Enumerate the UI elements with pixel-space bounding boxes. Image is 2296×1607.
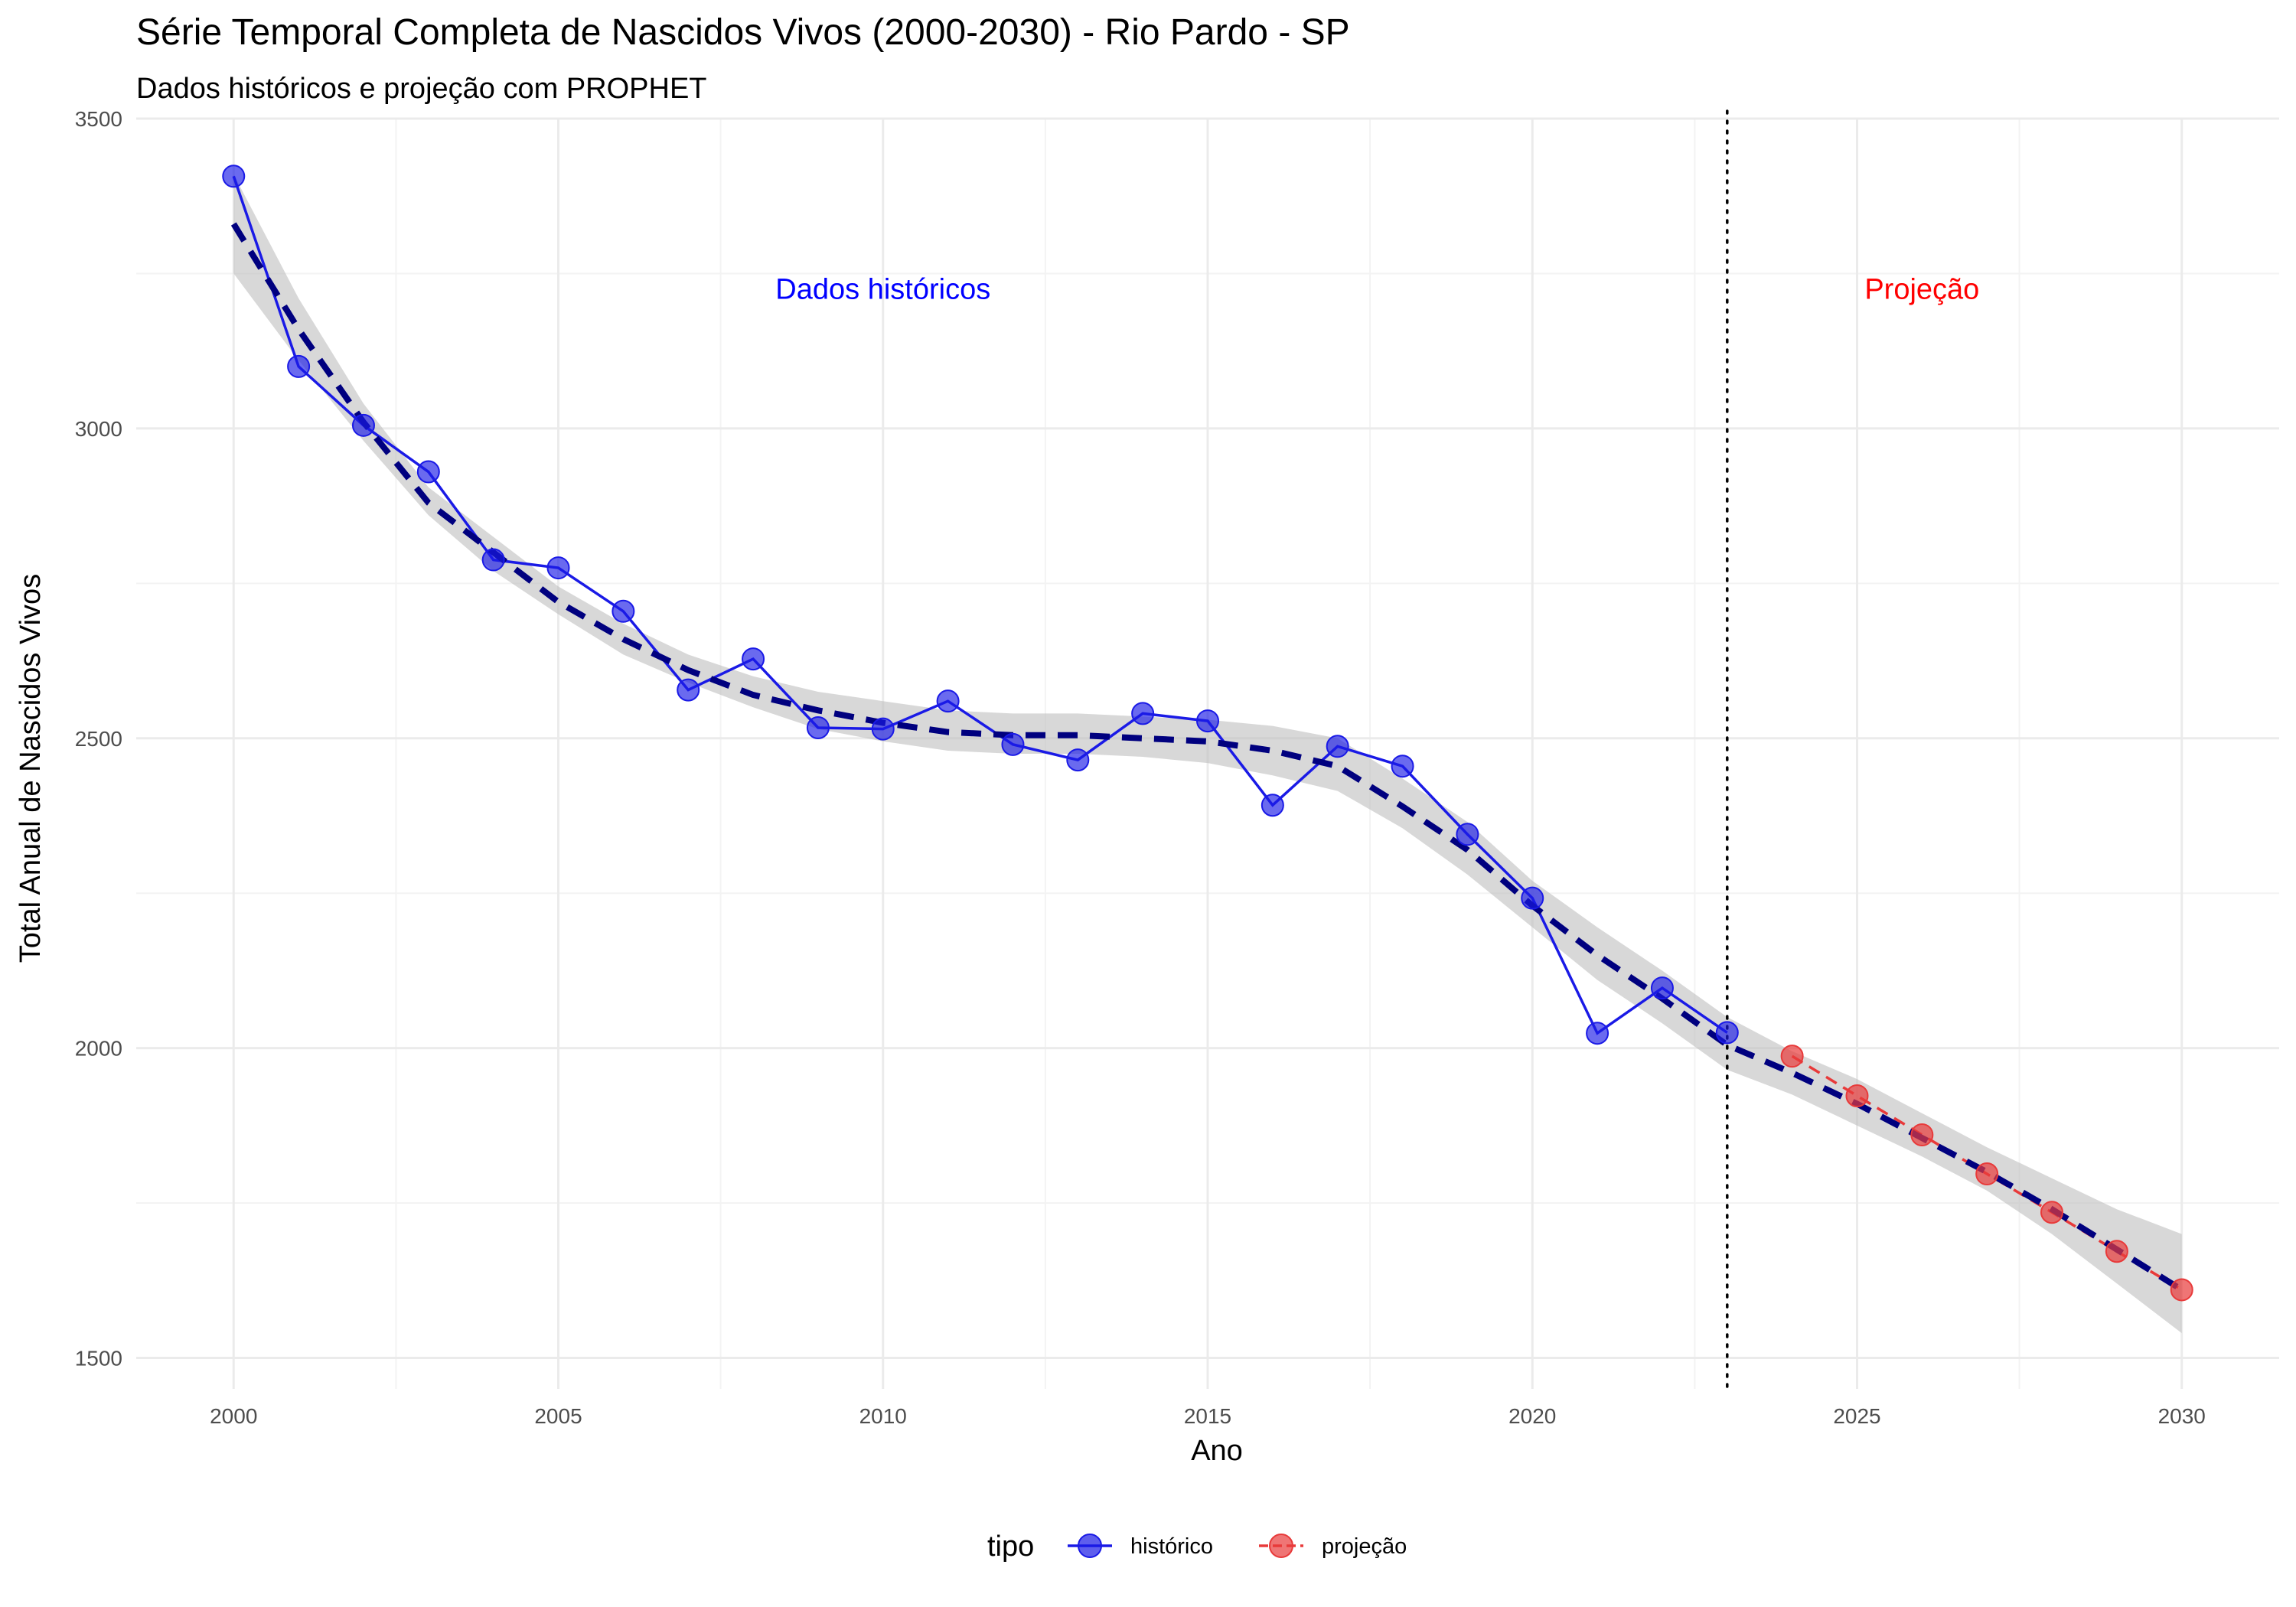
- chart-subtitle: Dados históricos e projeção com PROPHET: [136, 73, 707, 105]
- x-tick-label: 2020: [1508, 1404, 1556, 1428]
- y-tick-label: 3000: [75, 417, 122, 441]
- data-point-historico: [546, 556, 570, 580]
- y-axis-title: Total Anual de Nascidos Vivos: [15, 574, 47, 963]
- data-point-historico: [1391, 755, 1414, 778]
- data-point-historico: [1521, 886, 1544, 910]
- legend-label: histórico: [1130, 1534, 1213, 1559]
- data-point-projecao: [2040, 1201, 2064, 1224]
- legend-label: projeção: [1322, 1534, 1407, 1559]
- annotation-label: Dados históricos: [775, 274, 990, 306]
- data-point-historico: [936, 689, 960, 713]
- data-point-historico: [1456, 823, 1479, 846]
- y-tick-label: 1500: [75, 1347, 122, 1371]
- y-tick-label: 2500: [75, 727, 122, 751]
- data-point-historico: [1066, 748, 1090, 772]
- y-tick-label: 2000: [75, 1037, 122, 1061]
- legend-key-point: [1078, 1534, 1102, 1558]
- data-point-projecao: [1845, 1084, 1869, 1107]
- data-point-historico: [742, 647, 765, 671]
- data-point-historico: [1131, 702, 1155, 725]
- legend-title: tipo: [987, 1530, 1034, 1563]
- data-point-historico: [416, 460, 440, 484]
- x-tick-label: 2005: [534, 1404, 582, 1428]
- data-point-historico: [1196, 709, 1219, 733]
- data-point-projecao: [1975, 1162, 1999, 1186]
- x-tick-label: 2030: [2158, 1404, 2206, 1428]
- data-point-historico: [481, 548, 505, 572]
- data-point-historico: [677, 678, 700, 702]
- data-point-historico: [222, 165, 246, 188]
- data-point-projecao: [1780, 1045, 1804, 1068]
- x-axis-title: Ano: [1191, 1435, 1243, 1467]
- legend-items: histórico projeção: [1068, 1534, 1407, 1559]
- y-axis-ticks: 1500 2000 2500 3000 3500: [75, 107, 122, 1371]
- legend: tipo histórico projeção: [987, 1530, 1407, 1563]
- data-point-historico: [1326, 735, 1349, 758]
- x-tick-label: 2010: [859, 1404, 907, 1428]
- x-tick-label: 2000: [210, 1404, 257, 1428]
- data-point-projecao: [2170, 1278, 2193, 1302]
- y-tick-label: 3500: [75, 107, 122, 131]
- data-point-historico: [612, 599, 635, 623]
- data-point-historico: [287, 354, 311, 378]
- data-point-historico: [1261, 794, 1284, 817]
- data-point-historico: [871, 717, 895, 741]
- legend-key-point: [1269, 1534, 1293, 1558]
- data-point-historico: [806, 715, 830, 739]
- data-point-historico: [1001, 732, 1025, 756]
- confidence-band: [233, 174, 2182, 1334]
- x-tick-label: 2025: [1833, 1404, 1880, 1428]
- data-point-projecao: [2105, 1240, 2128, 1263]
- data-point-historico: [1586, 1022, 1609, 1045]
- series-line-historico: [232, 175, 1728, 1035]
- annotations: Dados históricos Projeção: [775, 274, 1979, 306]
- data-point-historico: [1650, 976, 1674, 1000]
- x-tick-label: 2015: [1184, 1404, 1231, 1428]
- data-points: [222, 165, 2193, 1302]
- annotation-label: Projeção: [1864, 274, 1979, 306]
- data-point-historico: [351, 413, 375, 437]
- data-point-projecao: [1910, 1123, 1934, 1146]
- confidence-band-area: [233, 174, 2182, 1334]
- data-point-historico: [1715, 1021, 1739, 1045]
- x-axis-ticks: 2000 2005 2010 2015 2020 2025 2030: [210, 1404, 2206, 1428]
- chart-title: Série Temporal Completa de Nascidos Vivo…: [136, 12, 1350, 53]
